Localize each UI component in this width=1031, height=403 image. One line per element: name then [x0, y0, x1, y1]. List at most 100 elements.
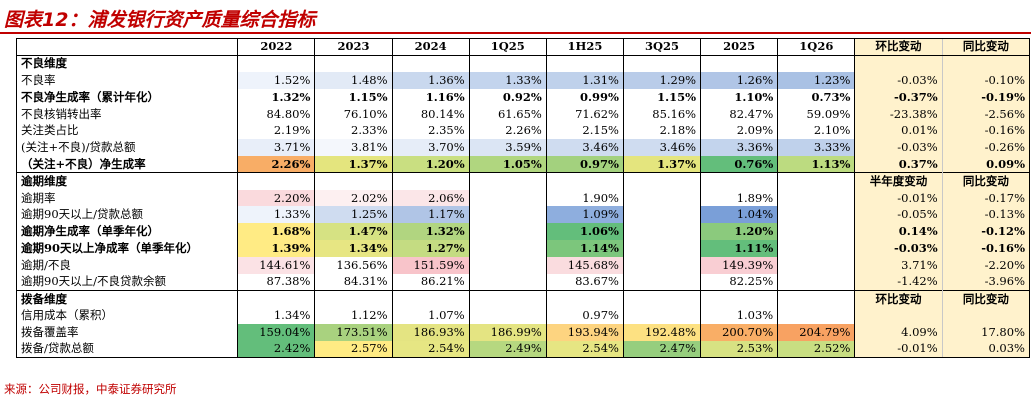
- value-cell: 80.14%: [391, 105, 470, 123]
- change-cell: 3.71%: [854, 256, 943, 274]
- value-cell: 1.23%: [777, 72, 855, 89]
- row-label: 不良率: [15, 72, 238, 89]
- value-cell: [777, 307, 855, 325]
- row-label: 逾期净生成率（单季年化）: [15, 223, 238, 241]
- row-label: 不良净生成率（累计年化）: [15, 88, 238, 106]
- value-cell: 3.33%: [777, 139, 855, 157]
- value-cell: 192.48%: [622, 324, 701, 341]
- section-title: 不良维度: [15, 54, 238, 73]
- value-cell: 1.06%: [545, 223, 624, 241]
- section-header-row: 拨备维度 环比变动 同比变动: [15, 289, 1031, 308]
- value-cell: 59.09%: [777, 105, 855, 123]
- value-cell: [777, 256, 855, 274]
- value-cell: 1.20%: [700, 223, 778, 241]
- value-cell: 151.59%: [391, 256, 470, 274]
- change-cell: -0.13%: [941, 206, 1031, 224]
- value-cell: 1.68%: [237, 223, 315, 241]
- change-cell: -0.03%: [854, 139, 943, 157]
- change-cell: -0.03%: [854, 240, 943, 257]
- title-bar: 图表12：浦发银行资产质量综合指标: [0, 0, 1031, 34]
- table-row: 拨备/贷款总额 2.42% 2.57% 2.54% 2.49% 2.54% 2.47% 2.5…: [15, 340, 1031, 359]
- value-cell: 2.53%: [700, 340, 778, 359]
- table-row: (关注+不良)/贷款总额 3.71% 3.81% 3.70% 3.59% 3.46% 3.4…: [15, 139, 1031, 157]
- row-label: 关注类占比: [15, 122, 238, 140]
- value-cell: 0.76%: [700, 156, 778, 173]
- section-blank-cell: [391, 172, 470, 190]
- value-cell: [622, 240, 701, 257]
- change-cell: -0.17%: [941, 189, 1031, 207]
- value-cell: 1.37%: [622, 156, 701, 173]
- section-blank-cell: [237, 54, 315, 73]
- row-label: 逾期/不良: [15, 256, 238, 274]
- change-cell: -0.26%: [941, 139, 1031, 157]
- change-cell: 0.37%: [854, 156, 943, 173]
- value-cell: 193.94%: [545, 324, 624, 341]
- table-row: 逾期率 2.20% 2.02% 2.06% 1.90% 1.89% -0.01% -0.17%: [15, 189, 1031, 207]
- asset-quality-table: 2022 2023 2024 1Q25 1H25 3Q25 2025 1Q26 环比变动 同比变动…: [15, 38, 1031, 359]
- section-blank-cell: [237, 289, 315, 308]
- value-cell: 2.54%: [545, 340, 624, 359]
- table-row: 逾期90天以上净成率（单季年化） 1.39% 1.34% 1.27% 1.14% 1.11…: [15, 240, 1031, 257]
- section-change-header: 同比变动: [941, 289, 1031, 308]
- value-cell: 0.73%: [777, 88, 855, 106]
- value-cell: 173.51%: [314, 324, 393, 341]
- column-header: 1Q25: [468, 38, 547, 56]
- section-title: 拨备维度: [15, 289, 238, 308]
- value-cell: [777, 273, 855, 291]
- value-cell: [777, 189, 855, 207]
- value-cell: 1.36%: [391, 72, 470, 89]
- value-cell: 149.39%: [700, 256, 778, 274]
- section-blank-cell: [545, 54, 624, 73]
- value-cell: 76.10%: [314, 105, 393, 123]
- section-blank-cell: [777, 289, 855, 308]
- change-cell: [854, 307, 943, 325]
- change-cell: -3.96%: [941, 273, 1031, 291]
- value-cell: 3.71%: [237, 139, 315, 157]
- section-blank-cell: [622, 289, 701, 308]
- table-row: 不良净生成率（累计年化） 1.32% 1.15% 1.16% 0.92% 0.99% 1.1…: [15, 88, 1031, 106]
- section-blank-cell: [237, 172, 315, 190]
- change-cell: 4.09%: [854, 324, 943, 341]
- section-change-header: 环比变动: [854, 289, 943, 308]
- value-cell: 1.04%: [700, 206, 778, 224]
- value-cell: 1.37%: [314, 156, 393, 173]
- value-cell: [468, 273, 547, 291]
- table-row: 不良核销转出率 84.80% 76.10% 80.14% 61.65% 71.62% 85.…: [15, 105, 1031, 123]
- section-change-header: [941, 54, 1031, 73]
- section-header-row: 逾期维度 半年度变动 同比变动: [15, 172, 1031, 190]
- column-header: 1H25: [545, 38, 624, 56]
- value-cell: 200.70%: [700, 324, 778, 341]
- section-blank-cell: [545, 172, 624, 190]
- table-row: 拨备覆盖率 159.04% 173.51% 186.93% 186.99% 193.94%…: [15, 324, 1031, 341]
- table-row: 关注类占比 2.19% 2.33% 2.35% 2.26% 2.15% 2.18% 2.09%…: [15, 122, 1031, 140]
- row-label: (关注+不良)/贷款总额: [15, 139, 238, 157]
- value-cell: 1.15%: [314, 88, 393, 106]
- value-cell: 1.90%: [545, 189, 624, 207]
- column-header-change: 同比变动: [941, 38, 1031, 56]
- section-change-header: 半年度变动: [854, 172, 943, 190]
- section-change-header: [854, 54, 943, 73]
- value-cell: [468, 307, 547, 325]
- header-row: 2022 2023 2024 1Q25 1H25 3Q25 2025 1Q26 环比变动 同比变动: [15, 38, 1031, 56]
- value-cell: 0.99%: [545, 88, 624, 106]
- column-header: 1Q26: [777, 38, 855, 56]
- change-cell: -0.01%: [854, 189, 943, 207]
- change-cell: 0.01%: [854, 122, 943, 140]
- value-cell: 2.26%: [237, 156, 315, 173]
- value-cell: 2.35%: [391, 122, 470, 140]
- value-cell: 61.65%: [468, 105, 547, 123]
- value-cell: 2.57%: [314, 340, 393, 359]
- value-cell: 2.02%: [314, 189, 393, 207]
- value-cell: 2.47%: [622, 340, 701, 359]
- value-cell: [468, 256, 547, 274]
- value-cell: 2.52%: [777, 340, 855, 359]
- change-cell: -0.01%: [854, 340, 943, 359]
- section-blank-cell: [777, 172, 855, 190]
- section-header-row: 不良维度: [15, 54, 1031, 73]
- value-cell: 82.25%: [700, 273, 778, 291]
- row-label: 不良核销转出率: [15, 105, 238, 123]
- value-cell: 1.09%: [545, 206, 624, 224]
- column-header: 3Q25: [622, 38, 701, 56]
- change-cell: -0.05%: [854, 206, 943, 224]
- value-cell: 2.49%: [468, 340, 547, 359]
